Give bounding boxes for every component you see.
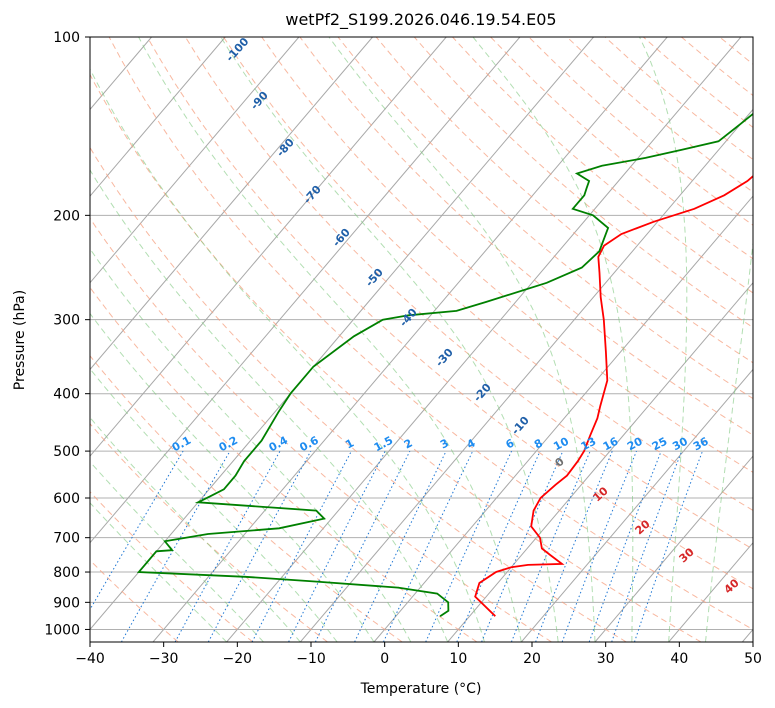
skewed-isotherms: [90, 37, 753, 642]
dry-adiabat: [90, 354, 403, 642]
y-tick-label: 500: [53, 444, 80, 460]
dry-adiabat: [337, 37, 753, 400]
moist-adiabat: [705, 238, 753, 642]
mixing-ratio-label: 36: [691, 435, 711, 454]
y-tick-label: 200: [53, 208, 80, 224]
isotherm-line: [90, 37, 300, 284]
y-tick-label: 400: [53, 387, 80, 403]
isotherm-line: [447, 282, 753, 642]
y-tick-label: 700: [53, 531, 80, 547]
mixing-ratio-line: [314, 450, 411, 642]
isotherm-line: [90, 37, 226, 197]
x-axis-ticks: −40 −30 −20 −10 0 10 20 30 40 50: [75, 642, 762, 667]
y-axis-ticks: 100 200 300 400 500 600 700 800 900 1000: [44, 30, 90, 638]
mixing-ratio-line: [456, 450, 541, 642]
y-tick-label: 300: [53, 313, 80, 329]
x-tick-label: −20: [223, 651, 253, 667]
dry-adiabat: [90, 559, 179, 642]
moist-adiabat: [328, 37, 596, 642]
x-tick-label: 40: [670, 651, 688, 667]
dry-adiabat: [299, 37, 753, 436]
dry-adiabats: [90, 37, 753, 642]
mixing-ratio-line: [174, 450, 281, 642]
isotherm-line: [226, 37, 742, 642]
isotherm-line: [90, 37, 373, 371]
profile-series: [136, 112, 753, 617]
moist-adiabat: [90, 416, 301, 642]
mixing-ratio-label: 16: [601, 435, 621, 454]
moist-adiabat: [472, 37, 634, 642]
x-tick-label: −30: [149, 651, 179, 667]
mixing-ratio-label: 25: [650, 435, 670, 454]
x-axis-label: Temperature (°C): [360, 681, 482, 697]
moist-adiabat: [138, 37, 522, 642]
y-tick-label: 900: [53, 595, 80, 611]
y-tick-label: 800: [53, 565, 80, 581]
x-tick-label: 30: [597, 651, 615, 667]
dry-adiabat: [90, 146, 627, 642]
isotherm-line: [152, 37, 668, 642]
isotherm-line: [594, 455, 753, 642]
dry-adiabat: [90, 217, 552, 642]
mixing-ratio-line: [634, 450, 703, 642]
mixing-ratio-label: 13: [579, 435, 599, 454]
pressure-gridlines: [90, 37, 753, 630]
moist-adiabat: [90, 68, 485, 642]
dry-adiabat: [261, 37, 753, 473]
y-tick-label: 600: [53, 491, 80, 507]
mixing-ratio-line: [611, 450, 683, 642]
dry-adiabat: [90, 286, 478, 642]
plot-area: 0.1 0.2 0.4 0.6 1 1.5 2 3 4 6 8 10 13 16 20 25 30 36-100-…: [90, 37, 753, 642]
plot-frame: [89, 36, 754, 643]
dry-adiabat: [90, 73, 702, 642]
dry-adiabat: [108, 37, 753, 630]
mixing-ratio-lines: [90, 450, 703, 642]
isotherm-line: [520, 368, 753, 642]
moist-adiabats: [90, 37, 753, 642]
x-tick-label: 20: [523, 651, 541, 667]
x-tick-label: −40: [75, 651, 105, 667]
dewpoint-profile-line: [136, 112, 753, 617]
moist-adiabat: [220, 37, 559, 642]
x-tick-label: 10: [449, 651, 467, 667]
dry-adiabat: [452, 37, 753, 294]
isotherm-line: [90, 37, 521, 544]
x-tick-label: 50: [744, 651, 762, 667]
dry-adiabat: [146, 37, 753, 590]
mixing-ratio-line: [288, 450, 386, 642]
moist-adiabat: [90, 312, 375, 642]
isotherm-line: [90, 37, 447, 457]
y-axis-label: Pressure (hPa): [12, 290, 28, 390]
x-tick-label: −10: [296, 651, 326, 667]
moist-adiabat: [90, 169, 449, 642]
mixing-ratio-label: 30: [670, 435, 690, 454]
moist-adiabat: [90, 368, 338, 642]
y-tick-label: 100: [53, 30, 80, 46]
mixing-ratio-label: 10: [551, 434, 571, 453]
temperature-profile-line: [474, 175, 753, 617]
moist-adiabat: [639, 37, 688, 642]
y-tick-label: 1000: [44, 622, 80, 638]
moist-adiabat: [90, 247, 412, 642]
mixing-ratio-line: [588, 450, 662, 642]
chart-title: wetPf2_S199.2026.046.19.54.E05: [285, 10, 556, 30]
isotherm-line: [373, 195, 753, 642]
mixing-ratio-line: [561, 450, 637, 642]
dry-adiabat: [184, 37, 753, 550]
mixing-ratio-line: [207, 450, 312, 642]
dry-adiabat: [223, 37, 753, 512]
mixing-ratio-line: [425, 450, 513, 642]
x-tick-label: 0: [380, 651, 389, 667]
mixing-ratio-label: 20: [625, 435, 645, 454]
dry-adiabat: [90, 491, 254, 642]
mixing-ratio-line: [535, 450, 613, 642]
